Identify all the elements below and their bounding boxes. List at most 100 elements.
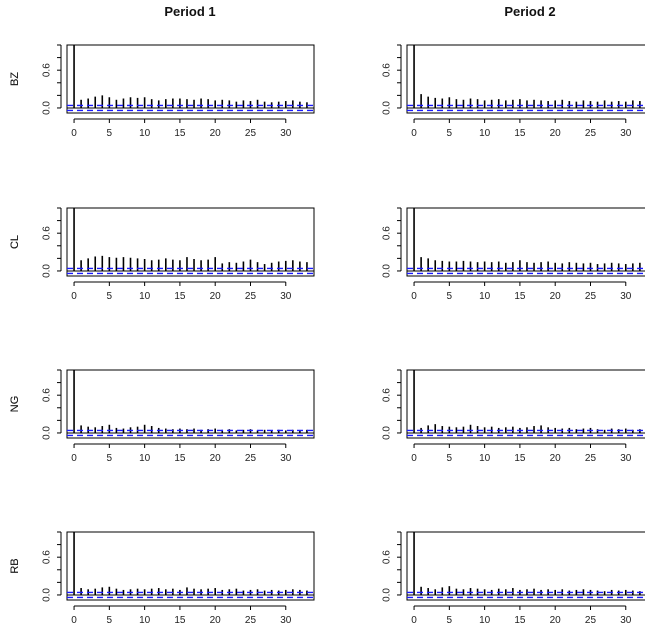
x-tick-label: 10 bbox=[139, 453, 151, 464]
y-tick-label: 0.0 bbox=[382, 426, 393, 440]
plot-frame bbox=[66, 44, 315, 114]
x-tick-label: 20 bbox=[210, 128, 222, 139]
row-label-rb: RB bbox=[9, 558, 21, 573]
x-tick-label: 5 bbox=[107, 128, 113, 139]
x-tick-label: 10 bbox=[139, 615, 151, 626]
x-tick-label: 20 bbox=[210, 615, 222, 626]
x-tick-label: 20 bbox=[210, 291, 222, 302]
x-tick-label: 25 bbox=[245, 291, 257, 302]
plot-frame bbox=[66, 531, 315, 601]
x-tick-label: 20 bbox=[550, 453, 562, 464]
row-label-ng: NG bbox=[9, 396, 21, 413]
x-tick-label: 5 bbox=[107, 453, 113, 464]
y-tick-label: 0.6 bbox=[382, 388, 393, 402]
x-tick-label: 25 bbox=[585, 291, 597, 302]
x-tick-label: 15 bbox=[174, 291, 186, 302]
x-tick-label: 30 bbox=[280, 615, 292, 626]
column-title-period-2: Period 2 bbox=[504, 4, 555, 19]
x-tick-label: 5 bbox=[447, 128, 453, 139]
x-tick-label: 25 bbox=[245, 453, 257, 464]
x-tick-label: 30 bbox=[620, 615, 632, 626]
x-tick-label: 30 bbox=[620, 128, 632, 139]
x-tick-label: 10 bbox=[479, 291, 491, 302]
row-label-bz: BZ bbox=[9, 72, 21, 86]
plot-frame bbox=[406, 369, 645, 439]
x-tick-label: 5 bbox=[447, 453, 453, 464]
x-tick-label: 25 bbox=[245, 128, 257, 139]
acf-panel-cl-period-2: 0.0 0.6 0 5 10 15 20 25 30 CL bbox=[9, 207, 645, 302]
x-tick-label: 25 bbox=[585, 615, 597, 626]
x-tick-label: 5 bbox=[107, 615, 113, 626]
x-tick-label: 20 bbox=[550, 615, 562, 626]
row-label-ng: NG bbox=[9, 396, 21, 413]
plot-frame bbox=[66, 369, 315, 439]
plot-frame bbox=[406, 207, 645, 277]
x-tick-label: 20 bbox=[210, 453, 222, 464]
x-tick-label: 10 bbox=[139, 291, 151, 302]
x-tick-label: 10 bbox=[479, 615, 491, 626]
x-tick-label: 0 bbox=[71, 453, 77, 464]
x-tick-label: 15 bbox=[514, 453, 526, 464]
x-tick-label: 0 bbox=[71, 128, 77, 139]
plot-frame bbox=[406, 44, 645, 114]
x-tick-label: 10 bbox=[139, 128, 151, 139]
x-tick-label: 15 bbox=[514, 291, 526, 302]
x-tick-label: 15 bbox=[174, 615, 186, 626]
x-tick-label: 15 bbox=[514, 615, 526, 626]
acf-panel-rb-period-2: 0.0 0.6 0 5 10 15 20 25 30 RB bbox=[9, 531, 645, 626]
y-tick-label: 0.0 bbox=[382, 588, 393, 602]
y-tick-label: 0.6 bbox=[382, 63, 393, 77]
x-tick-label: 0 bbox=[411, 291, 417, 302]
plot-frame bbox=[66, 207, 315, 277]
x-tick-label: 10 bbox=[479, 128, 491, 139]
acf-panel-bz-period-1: 0.0 0.6 0 5 10 15 20 25 30 BZ bbox=[9, 44, 315, 139]
x-tick-label: 0 bbox=[71, 291, 77, 302]
y-tick-label: 0.0 bbox=[42, 426, 53, 440]
x-tick-label: 15 bbox=[174, 453, 186, 464]
y-tick-label: 0.6 bbox=[42, 388, 53, 402]
x-tick-label: 30 bbox=[280, 128, 292, 139]
x-tick-label: 20 bbox=[550, 128, 562, 139]
acf-panel-ng-period-2: 0.0 0.6 0 5 10 15 20 25 30 NG bbox=[9, 369, 645, 464]
x-tick-label: 25 bbox=[245, 615, 257, 626]
x-tick-label: 25 bbox=[585, 128, 597, 139]
plot-frame bbox=[406, 531, 645, 601]
acf-panel-bz-period-2: 0.0 0.6 0 5 10 15 20 25 30 BZ bbox=[9, 44, 645, 139]
y-tick-label: 0.6 bbox=[382, 550, 393, 564]
x-tick-label: 5 bbox=[447, 291, 453, 302]
x-tick-label: 15 bbox=[514, 128, 526, 139]
x-tick-label: 0 bbox=[411, 615, 417, 626]
y-tick-label: 0.0 bbox=[42, 101, 53, 115]
y-tick-label: 0.6 bbox=[382, 226, 393, 240]
y-tick-label: 0.6 bbox=[42, 226, 53, 240]
row-label-rb: RB bbox=[9, 558, 21, 573]
x-tick-label: 0 bbox=[411, 128, 417, 139]
x-tick-label: 30 bbox=[620, 453, 632, 464]
y-tick-label: 0.0 bbox=[42, 264, 53, 278]
row-label-cl: CL bbox=[9, 235, 21, 249]
acf-panel-rb-period-1: 0.0 0.6 0 5 10 15 20 25 30 RB bbox=[9, 531, 315, 626]
x-tick-label: 0 bbox=[71, 615, 77, 626]
x-tick-label: 30 bbox=[280, 291, 292, 302]
column-title-period-1: Period 1 bbox=[164, 4, 215, 19]
x-tick-label: 30 bbox=[620, 291, 632, 302]
y-tick-label: 0.0 bbox=[382, 101, 393, 115]
x-tick-label: 20 bbox=[550, 291, 562, 302]
acf-panel-cl-period-1: 0.0 0.6 0 5 10 15 20 25 30 CL bbox=[9, 207, 315, 302]
x-tick-label: 30 bbox=[280, 453, 292, 464]
y-tick-label: 0.6 bbox=[42, 63, 53, 77]
x-tick-label: 25 bbox=[585, 453, 597, 464]
x-tick-label: 5 bbox=[107, 291, 113, 302]
x-tick-label: 10 bbox=[479, 453, 491, 464]
row-label-cl: CL bbox=[9, 235, 21, 249]
acf-panel-ng-period-1: 0.0 0.6 0 5 10 15 20 25 30 NG bbox=[9, 369, 315, 464]
x-tick-label: 0 bbox=[411, 453, 417, 464]
y-tick-label: 0.0 bbox=[382, 264, 393, 278]
row-label-bz: BZ bbox=[9, 72, 21, 86]
x-tick-label: 5 bbox=[447, 615, 453, 626]
y-tick-label: 0.6 bbox=[42, 550, 53, 564]
x-tick-label: 15 bbox=[174, 128, 186, 139]
y-tick-label: 0.0 bbox=[42, 588, 53, 602]
